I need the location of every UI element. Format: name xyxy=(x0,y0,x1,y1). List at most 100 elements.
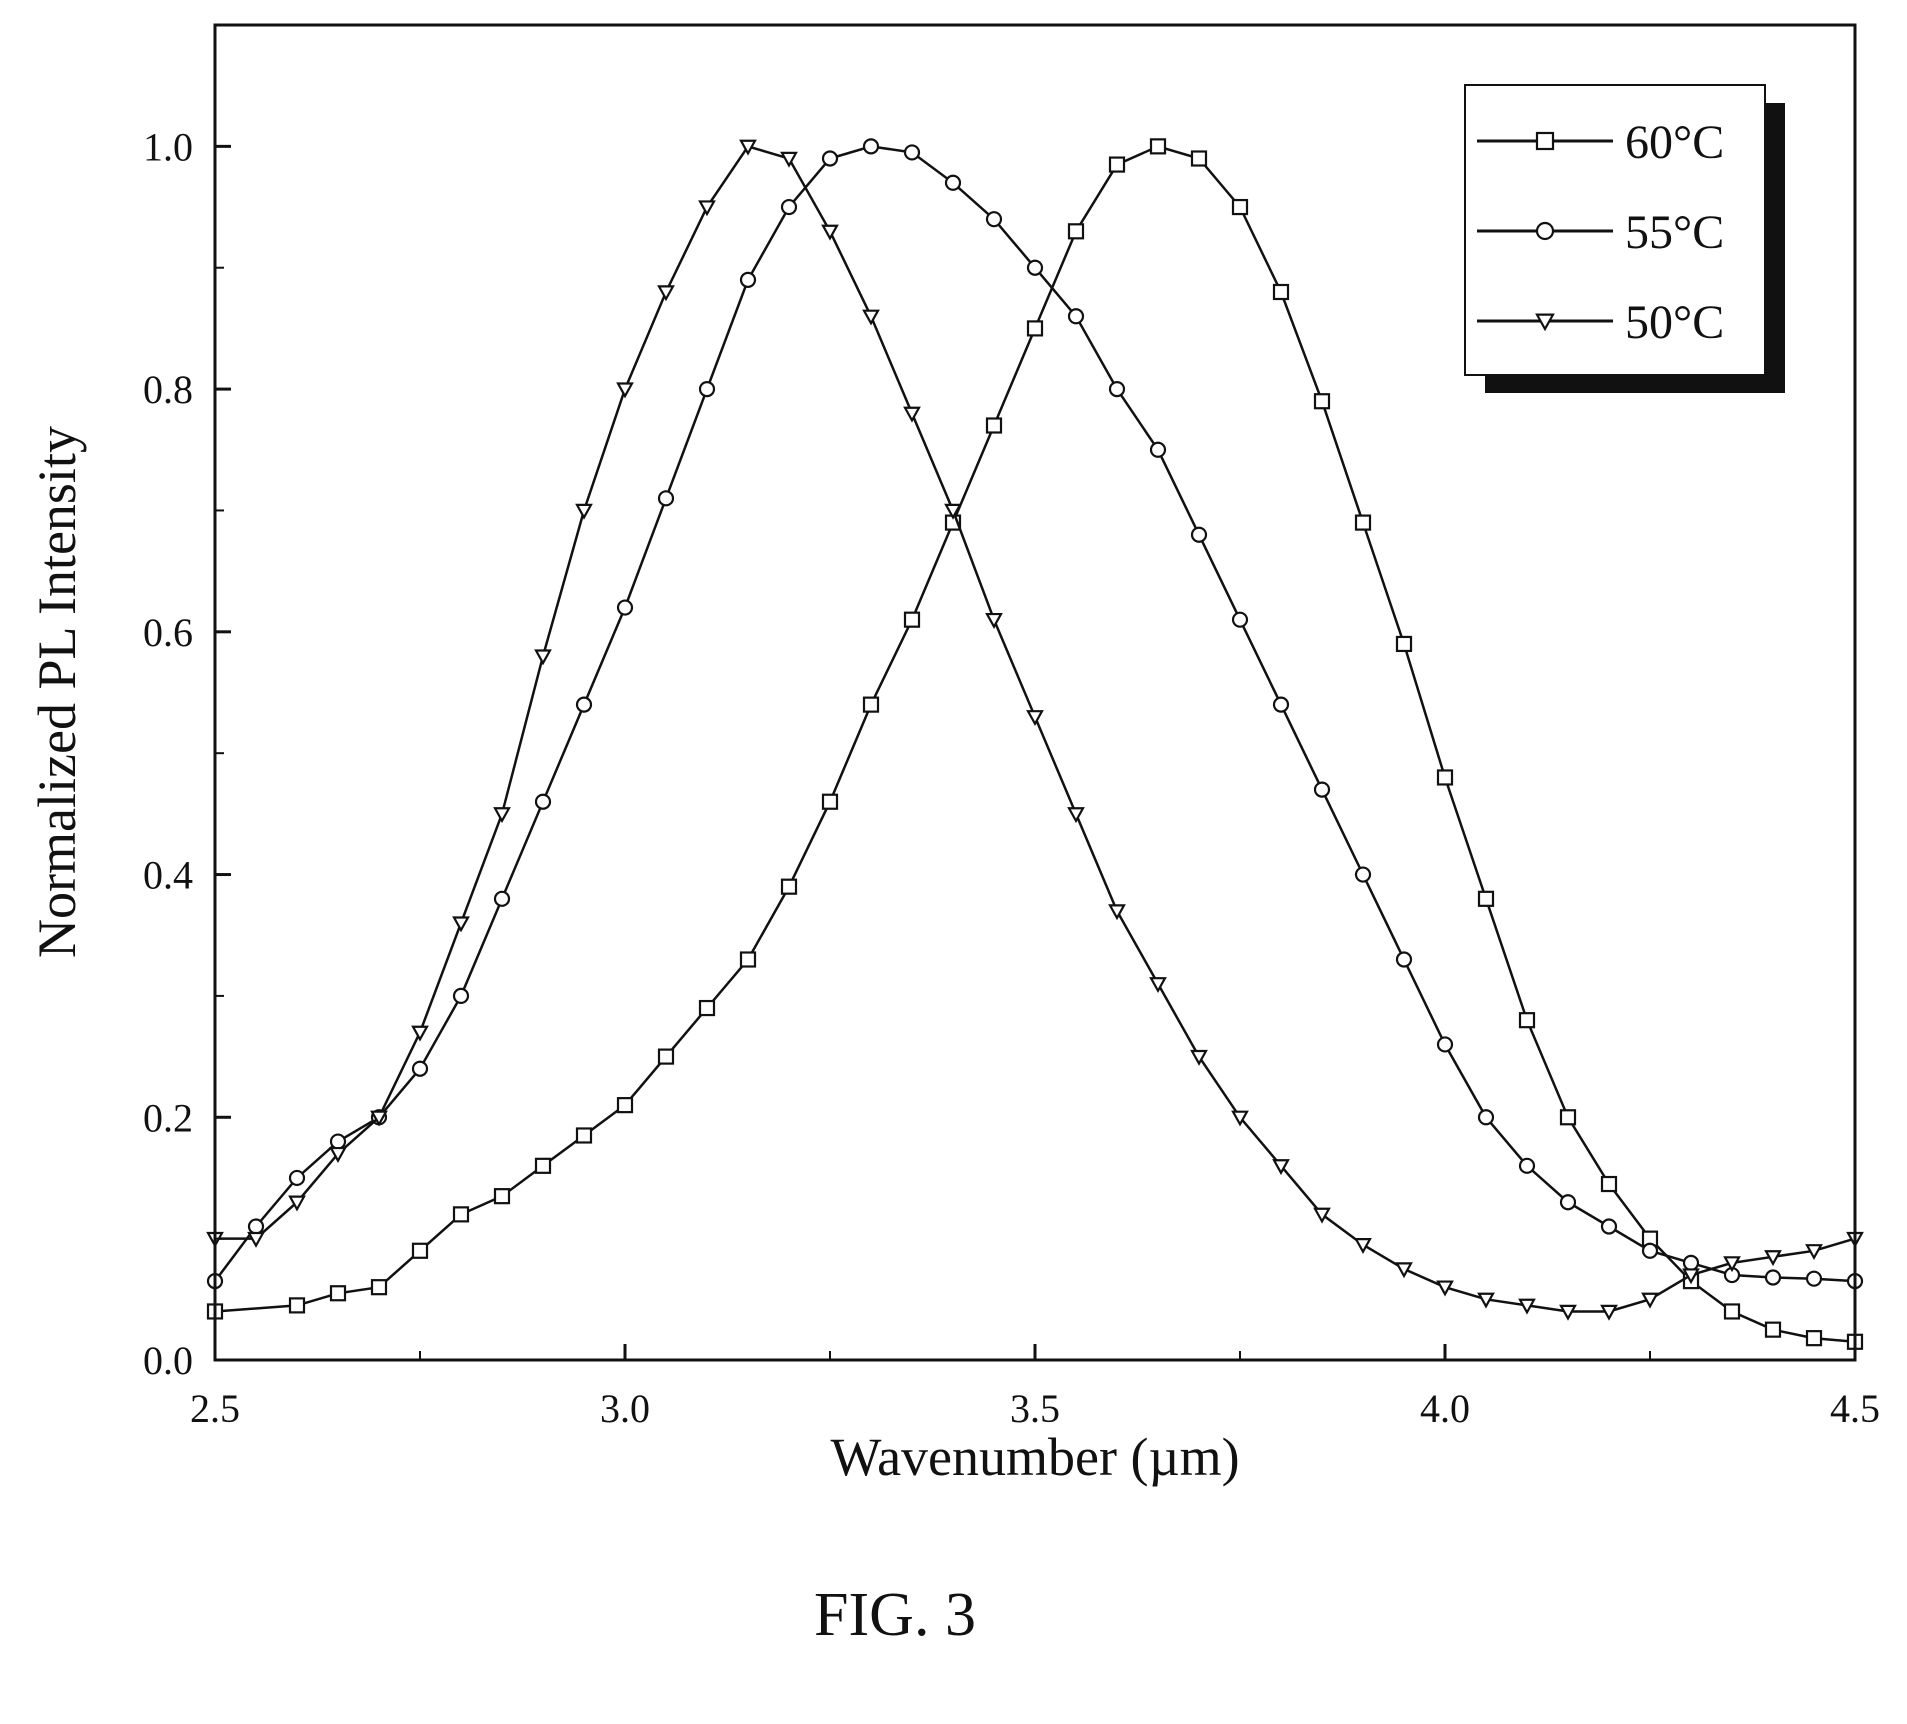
data-point xyxy=(1723,1303,1741,1320)
data-point xyxy=(616,599,634,616)
data-point xyxy=(1231,198,1249,216)
data-point xyxy=(1272,283,1290,301)
data-point xyxy=(1436,1036,1454,1053)
data-point xyxy=(944,503,962,520)
series-50c xyxy=(206,139,1864,1321)
data-point xyxy=(1231,611,1249,628)
y-tick-label: 0.2 xyxy=(143,1095,193,1140)
legend: 60°C 55°C 50°C xyxy=(1464,84,1785,393)
y-tick-label: 0.0 xyxy=(143,1338,193,1383)
data-point xyxy=(493,1188,511,1205)
legend-label: 55°C xyxy=(1625,206,1724,259)
data-point xyxy=(616,1097,634,1114)
data-point xyxy=(1067,308,1085,325)
data-point xyxy=(1436,1280,1454,1297)
data-point xyxy=(1600,1175,1618,1193)
data-point xyxy=(1518,1298,1536,1315)
data-point xyxy=(1067,807,1085,824)
data-point xyxy=(780,151,798,168)
data-point xyxy=(1559,1109,1577,1126)
data-point xyxy=(1436,769,1454,786)
data-point xyxy=(493,890,511,907)
data-point xyxy=(1600,1304,1618,1321)
data-point xyxy=(1723,1256,1741,1273)
data-point xyxy=(1231,1110,1249,1127)
data-point xyxy=(616,382,634,399)
data-point xyxy=(1641,1242,1659,1259)
data-point xyxy=(575,503,593,520)
data-point xyxy=(1641,1292,1659,1309)
data-point xyxy=(1682,1254,1700,1272)
y-tick-label: 0.6 xyxy=(143,610,193,655)
legend-marker xyxy=(1535,221,1555,241)
data-point xyxy=(1477,890,1495,907)
data-point xyxy=(1190,1049,1208,1066)
data-point xyxy=(1067,223,1085,240)
data-point xyxy=(1149,138,1167,155)
data-point xyxy=(452,916,470,933)
data-point xyxy=(780,878,798,895)
data-point xyxy=(1682,1268,1700,1285)
data-point xyxy=(1805,1270,1823,1287)
data-point xyxy=(1805,1330,1823,1347)
data-point xyxy=(329,1133,347,1150)
data-point xyxy=(288,1169,306,1187)
data-point xyxy=(1108,380,1126,398)
data-point xyxy=(1313,781,1331,798)
data-point xyxy=(1149,977,1167,994)
data-point xyxy=(1026,320,1044,337)
data-point xyxy=(575,1127,593,1144)
data-point xyxy=(247,1218,265,1235)
data-point xyxy=(411,1060,429,1077)
data-point xyxy=(780,198,798,216)
data-point xyxy=(1477,1292,1495,1309)
legend-item: 60°C xyxy=(1477,116,1724,169)
data-point xyxy=(1313,393,1331,410)
data-point xyxy=(1026,710,1044,727)
data-point xyxy=(534,1157,552,1174)
data-point xyxy=(903,144,921,161)
data-point xyxy=(698,380,716,398)
data-point xyxy=(1190,150,1208,167)
series-line xyxy=(214,145,1856,1344)
data-point xyxy=(698,200,716,217)
data-point xyxy=(1272,696,1290,713)
data-point xyxy=(1764,1321,1782,1338)
data-point xyxy=(329,1285,347,1302)
y-tick-label: 0.4 xyxy=(143,853,193,898)
data-point xyxy=(1395,635,1413,653)
data-point xyxy=(1395,1262,1413,1279)
legend-marker xyxy=(1535,131,1555,151)
data-point xyxy=(452,1206,470,1223)
data-point xyxy=(1518,1157,1536,1174)
data-point xyxy=(698,999,716,1017)
data-point xyxy=(1149,441,1167,458)
data-point xyxy=(1108,904,1126,921)
axes-layer: 2.5 3.0 3.5 4.0 4.5 0.0 0.2 0.4 0.6 0.8 1.0 xyxy=(143,124,1880,1431)
data-point xyxy=(862,696,880,713)
data-point xyxy=(1354,866,1372,883)
x-tick-label: 2.5 xyxy=(190,1386,240,1431)
data-point xyxy=(657,490,675,507)
x-tick-label: 4.0 xyxy=(1420,1386,1470,1431)
data-point xyxy=(985,417,1003,434)
data-point xyxy=(821,793,839,810)
data-point xyxy=(1108,156,1126,173)
data-point xyxy=(821,224,839,241)
data-point xyxy=(903,406,921,423)
data-point xyxy=(985,612,1003,629)
x-axis-label: Wavenumber (µm) xyxy=(830,1427,1239,1487)
data-point xyxy=(411,1025,429,1042)
data-point xyxy=(657,285,675,302)
data-point xyxy=(1600,1218,1618,1235)
data-point xyxy=(1313,1207,1331,1224)
data-point xyxy=(288,1297,306,1314)
data-point xyxy=(1190,526,1208,543)
data-point xyxy=(1764,1269,1782,1286)
data-point xyxy=(903,611,921,628)
data-point xyxy=(411,1242,429,1259)
data-point xyxy=(1518,1012,1536,1029)
x-tick-label: 3.0 xyxy=(600,1386,650,1431)
data-point xyxy=(821,150,839,167)
